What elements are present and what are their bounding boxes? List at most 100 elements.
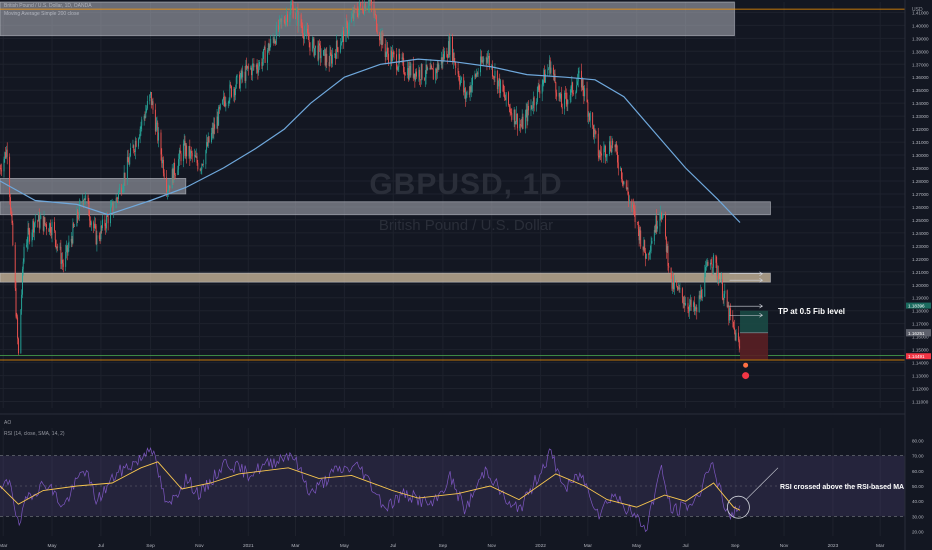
candle-body: [262, 58, 264, 66]
candle-body: [698, 295, 700, 313]
candle-body: [291, 3, 292, 5]
position-tool[interactable]: [729, 271, 769, 380]
candle-body: [362, 6, 364, 12]
candle-body: [385, 52, 387, 57]
price-tag-text: 1.14491: [908, 354, 925, 359]
candle-body: [84, 198, 86, 200]
candle-body: [399, 53, 401, 59]
candle-body: [356, 9, 358, 14]
candle-body: [645, 253, 647, 259]
candle-body: [150, 92, 152, 95]
candle-body: [323, 49, 325, 51]
candle-body: [709, 262, 711, 266]
candle-body: [485, 57, 487, 59]
candle-body: [56, 246, 58, 248]
candle-body: [73, 223, 75, 227]
stop-loss-zone: [740, 332, 769, 360]
candle-body: [118, 187, 120, 192]
candle-body: [331, 54, 333, 64]
candle-body: [522, 116, 524, 129]
candle-body: [721, 279, 723, 299]
candle-body: [202, 164, 204, 165]
candle-body: [694, 309, 696, 312]
candle-body: [340, 42, 342, 46]
candle-body: [9, 197, 11, 210]
candle-body: [251, 67, 252, 76]
candle-body: [79, 201, 81, 204]
candle-body: [414, 73, 416, 81]
candle-body: [668, 265, 670, 268]
candle-body: [597, 133, 599, 156]
candle-body: [9, 156, 11, 198]
candle-body: [560, 93, 562, 99]
candle-body: [505, 92, 507, 101]
candle-body: [146, 108, 148, 112]
candle-body: [291, 3, 293, 6]
candle-body: [678, 287, 680, 290]
candle-body: [504, 97, 506, 101]
candle-body: [317, 45, 319, 60]
price-tick: 1.22000: [912, 257, 929, 262]
candle-body: [549, 60, 551, 73]
candle-body: [480, 56, 482, 63]
candle-body: [223, 96, 225, 102]
candle-body: [0, 168, 2, 171]
candle-body: [466, 91, 468, 96]
candle-body: [699, 295, 701, 299]
candle-body: [509, 107, 511, 113]
candle-body: [6, 149, 8, 157]
candle-body: [723, 293, 725, 300]
rsi-tick: 40.00: [912, 499, 924, 504]
candle-body: [555, 82, 557, 93]
candle-body: [502, 80, 504, 92]
candle-body: [234, 88, 236, 96]
candle-body: [576, 85, 578, 93]
candle-body: [738, 340, 740, 347]
candle-body: [270, 38, 272, 46]
time-tick: Mar: [0, 543, 8, 549]
time-tick: Sep: [731, 543, 740, 549]
candle-body: [693, 302, 695, 307]
candle-body: [676, 282, 678, 287]
candle-body: [191, 152, 193, 157]
candle-body: [594, 129, 596, 131]
candle-body: [87, 195, 89, 201]
candle-body: [488, 56, 490, 66]
candle-body: [194, 155, 196, 157]
candle-body: [564, 92, 566, 94]
candle-body: [408, 68, 409, 80]
candle-body: [313, 38, 315, 56]
candle-body: [295, 11, 297, 19]
candle-body: [617, 162, 619, 169]
candle-body: [122, 189, 123, 193]
candle-body: [17, 338, 19, 354]
candle-body: [239, 77, 241, 89]
candle-body: [247, 66, 249, 69]
rsi-pointer: [746, 467, 779, 500]
candle-body: [392, 52, 394, 53]
candle-body: [66, 245, 68, 253]
candle-body: [732, 315, 734, 322]
candle-body: [318, 43, 320, 60]
candle-body: [133, 145, 135, 151]
candle-body: [102, 219, 103, 229]
candle-body: [222, 96, 224, 100]
candle-body: [705, 265, 707, 267]
candle-body: [615, 144, 617, 148]
candle-body: [227, 102, 229, 104]
candle-body: [283, 20, 285, 22]
price-tick: 1.39000: [912, 36, 929, 41]
candle-body: [548, 68, 550, 70]
candle-body: [701, 296, 703, 298]
candle-body: [14, 245, 16, 289]
candle-body: [43, 217, 45, 231]
candle-body: [458, 73, 460, 80]
price-tag-text: 1.18396: [908, 303, 925, 308]
candle-body: [729, 308, 731, 316]
candle-body: [476, 73, 477, 77]
price-tick: 1.19000: [912, 296, 929, 301]
candle-body: [648, 253, 650, 255]
candle-body: [599, 151, 601, 158]
candle-body: [564, 92, 566, 109]
